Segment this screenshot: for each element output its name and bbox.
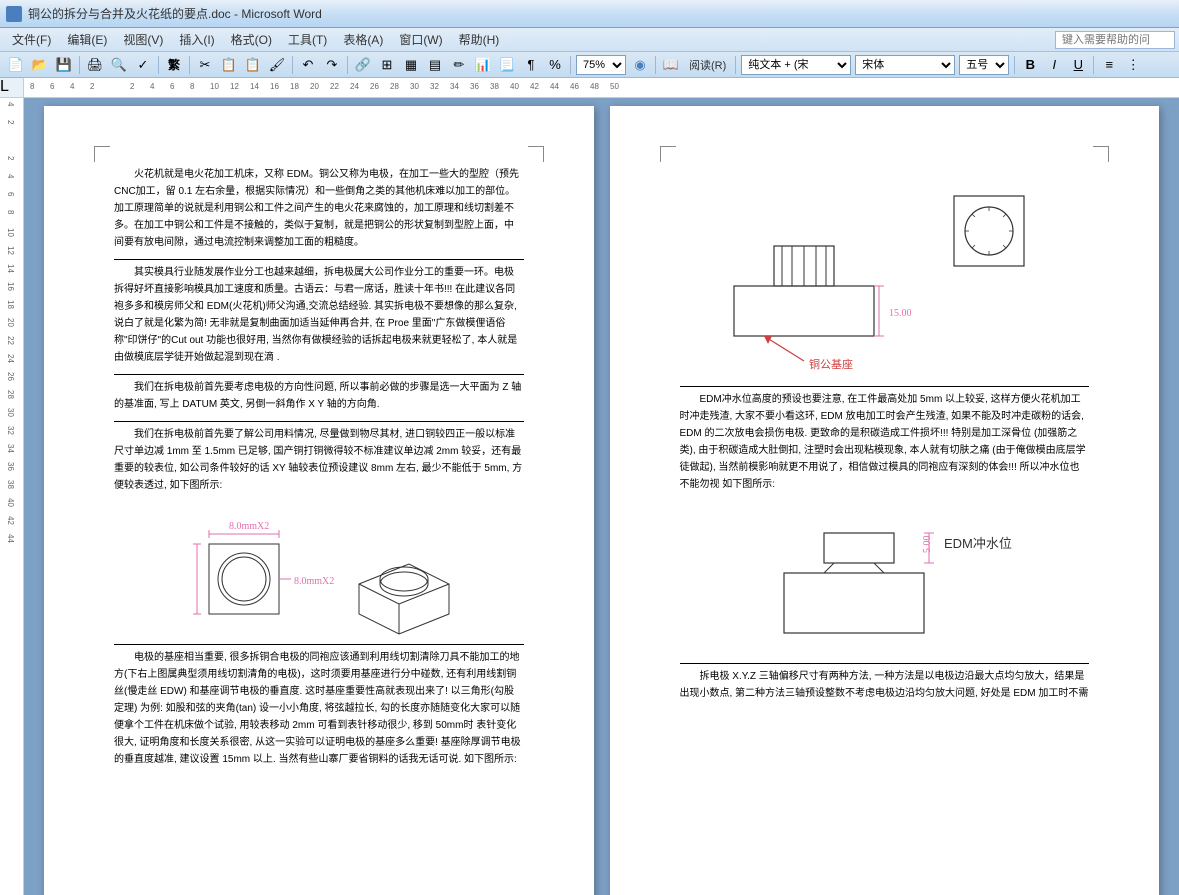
reading-mode-button[interactable]: 阅读(R)	[683, 57, 732, 73]
table-button[interactable]: ▦	[400, 54, 422, 76]
para-mark-button[interactable]: ¶	[520, 54, 542, 76]
grid-button[interactable]: ⊞	[376, 54, 398, 76]
workspace: 4224681012141618202224262830323436384042…	[0, 98, 1179, 895]
undo-button[interactable]: ↶	[297, 54, 319, 76]
paragraph: 其实模具行业随发展作业分工也越来越细，拆电极属大公司作业分工的重要一环。电极拆得…	[114, 264, 524, 366]
title-bar: 铜公的拆分与合并及火花纸的要点.doc - Microsoft Word	[0, 0, 1179, 28]
menu-help[interactable]: 帮助(H)	[451, 29, 508, 50]
separator-line	[114, 259, 524, 260]
reading-icon[interactable]: 📖	[660, 54, 682, 76]
font-select[interactable]: 宋体	[855, 55, 955, 75]
bold-button[interactable]: B	[1019, 54, 1041, 76]
base-label: 铜公基座	[809, 357, 853, 371]
align-button[interactable]: ≡	[1098, 54, 1120, 76]
dimension-label: 5.00	[922, 536, 933, 554]
separator-line	[114, 421, 524, 422]
crop-mark	[94, 146, 110, 162]
toolbar-separator	[1014, 56, 1015, 74]
menu-bar: 文件(F) 编辑(E) 视图(V) 插入(I) 格式(O) 工具(T) 表格(A…	[0, 28, 1179, 52]
paragraph: 火花机就是电火花加工机床，又称 EDM。铜公又称为电极，在加工一些大的型腔（预先…	[114, 166, 524, 251]
paste-button[interactable]: 📋	[242, 54, 264, 76]
toolbar: 📄 📂 💾 🖨 🔍 ✓ 繁 ✂ 📋 📋 🖌 ↶ ↷ 🔗 ⊞ ▦ ▤ ✏ 📊 📃 …	[0, 52, 1179, 78]
copy-button[interactable]: 📋	[218, 54, 240, 76]
link-button[interactable]: 🔗	[352, 54, 374, 76]
new-doc-button[interactable]: 📄	[5, 54, 27, 76]
paragraph: 我们在拆电极前首先要考虑电极的方向性问题, 所以事前必做的步骤是选一大平面为 Z…	[114, 379, 524, 413]
zoom-select[interactable]: 75%	[576, 55, 626, 75]
chart-button[interactable]: 📊	[472, 54, 494, 76]
toolbar-separator	[347, 56, 348, 74]
toolbar-separator	[79, 56, 80, 74]
cut-button[interactable]: ✂	[194, 54, 216, 76]
dimension-label: 8.0mmX2	[294, 576, 334, 587]
brush-button[interactable]: 🖌	[266, 54, 288, 76]
style-select[interactable]: 纯文本 + (宋	[741, 55, 851, 75]
menu-edit[interactable]: 编辑(E)	[59, 29, 115, 50]
crop-mark	[528, 146, 544, 162]
document-area[interactable]: 火花机就是电火花加工机床，又称 EDM。铜公又称为电极，在加工一些大的型腔（预先…	[24, 98, 1179, 895]
traditional-button[interactable]: 繁	[163, 54, 185, 76]
menu-file[interactable]: 文件(F)	[4, 29, 59, 50]
more-button[interactable]: ⋮	[1122, 54, 1144, 76]
toolbar-separator	[158, 56, 159, 74]
preview-button[interactable]: 🔍	[108, 54, 130, 76]
toolbar-separator	[292, 56, 293, 74]
water-level-label: EDM冲水位	[944, 536, 1012, 551]
page-2: 铜公基座 15.00	[610, 106, 1160, 895]
help-search-input[interactable]	[1055, 31, 1175, 49]
open-button[interactable]: 📂	[29, 54, 51, 76]
toolbar-separator	[735, 56, 736, 74]
toolbar-separator	[655, 56, 656, 74]
menu-insert[interactable]: 插入(I)	[171, 29, 222, 50]
page-1: 火花机就是电火花加工机床，又称 EDM。铜公又称为电极，在加工一些大的型腔（预先…	[44, 106, 594, 895]
paragraph: EDM冲水位高度的预设也要注意, 在工件最高处加 5mm 以上较妥, 这样方便火…	[680, 391, 1090, 493]
figure-2: 铜公基座 15.00	[680, 176, 1090, 376]
menu-format[interactable]: 格式(O)	[223, 29, 280, 50]
toolbar-separator	[570, 56, 571, 74]
cols-button[interactable]: ▤	[424, 54, 446, 76]
ruler-area: L 86422468101214161820222426283032343638…	[0, 78, 1179, 98]
paragraph: 我们在拆电极前首先要了解公司用料情况, 尽量做到物尽其材, 进口铜较四正一般以标…	[114, 426, 524, 494]
ruler-corner: L	[0, 78, 24, 97]
spellcheck-button[interactable]: ✓	[132, 54, 154, 76]
toolbar-separator	[189, 56, 190, 74]
drawing-button[interactable]: ✏	[448, 54, 470, 76]
toolbar-separator	[1093, 56, 1094, 74]
window-title: 铜公的拆分与合并及火花纸的要点.doc - Microsoft Word	[28, 5, 322, 22]
separator-line	[680, 663, 1090, 664]
menu-tools[interactable]: 工具(T)	[280, 29, 335, 50]
app-icon	[6, 6, 22, 22]
dimension-label: 8.0mmX2	[229, 521, 269, 532]
crop-mark	[660, 146, 676, 162]
crop-mark	[1093, 146, 1109, 162]
zoom-help-button[interactable]: ◉	[629, 54, 651, 76]
paragraph: 电极的基座相当重要, 很多拆铜合电极的同袍应该通到利用线切割清除刀具不能加工的地…	[114, 649, 524, 768]
save-button[interactable]: 💾	[53, 54, 75, 76]
percent-button[interactable]: %	[544, 54, 566, 76]
paragraph: 拆电极 X.Y.Z 三轴偏移尺寸有两种方法, 一种方法是以电极边沿最大点均匀放大…	[680, 668, 1090, 702]
vertical-ruler[interactable]: 4224681012141618202224262830323436384042…	[0, 98, 24, 895]
separator-line	[114, 374, 524, 375]
figure-3: 5.00 EDM冲水位	[680, 503, 1090, 653]
figure-1: 8.0mmX2 8.0mmX2	[114, 504, 524, 634]
dimension-label: 15.00	[889, 308, 912, 319]
italic-button[interactable]: I	[1043, 54, 1065, 76]
horizontal-ruler[interactable]: 8642246810121416182022242628303234363840…	[24, 78, 1179, 97]
underline-button[interactable]: U	[1067, 54, 1089, 76]
menu-view[interactable]: 视图(V)	[115, 29, 171, 50]
print-button[interactable]: 🖨	[84, 54, 106, 76]
separator-line	[114, 644, 524, 645]
menu-window[interactable]: 窗口(W)	[391, 29, 450, 50]
doc-button[interactable]: 📃	[496, 54, 518, 76]
redo-button[interactable]: ↷	[321, 54, 343, 76]
font-size-select[interactable]: 五号	[959, 55, 1009, 75]
separator-line	[680, 386, 1090, 387]
menu-table[interactable]: 表格(A)	[335, 29, 391, 50]
